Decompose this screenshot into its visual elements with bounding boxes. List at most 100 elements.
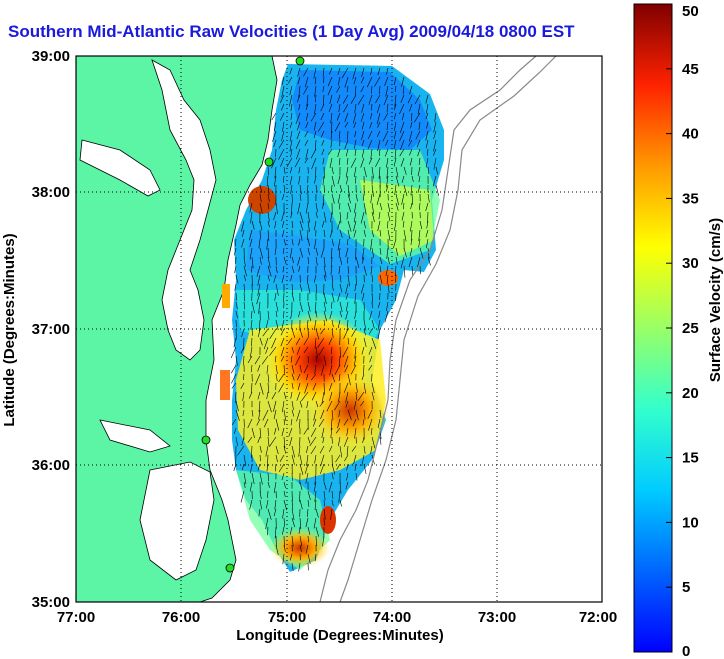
velocity-arrow: [311, 373, 317, 381]
velocity-arrow: [331, 283, 334, 291]
velocity-arrow: [251, 265, 253, 273]
velocity-arrow: [427, 193, 430, 203]
velocity-arrow: [243, 283, 246, 293]
velocity-arrow: [345, 292, 349, 300]
velocity-arrow: [331, 463, 336, 475]
velocity-arrow: [371, 319, 375, 329]
velocity-arrow: [368, 94, 373, 105]
river-inlet: [99, 419, 171, 453]
velocity-arrow: [315, 400, 319, 408]
velocity-arrow: [267, 400, 272, 413]
velocity-arrow: [371, 292, 373, 303]
velocity-arrow: [346, 472, 349, 481]
velocity-arrow: [321, 391, 325, 404]
velocity-arrow: [304, 382, 309, 394]
velocity-arrow: [401, 76, 405, 87]
velocity-arrow: [354, 319, 357, 327]
velocity-arrow: [275, 301, 279, 312]
velocity-arrow: [366, 76, 373, 88]
velocity-arrow: [369, 121, 373, 129]
velocity-arrow: [386, 157, 389, 168]
y-tick-label: 36:00: [32, 457, 70, 474]
velocity-arrow: [240, 346, 245, 354]
velocity-arrow: [347, 193, 351, 204]
velocity-arrow: [330, 427, 333, 438]
velocity-arrow: [331, 328, 334, 338]
velocity-arrow: [283, 391, 287, 400]
velocity-arrow: [371, 274, 373, 283]
velocity-arrow: [369, 310, 373, 320]
velocity-arrow: [274, 526, 277, 539]
velocity-arrow: [426, 121, 429, 129]
velocity-arrow: [306, 184, 309, 195]
velocity-arrow: [339, 445, 343, 458]
velocity-arrow: [259, 337, 263, 346]
velocity-arrow: [281, 319, 285, 331]
velocity-arrow: [280, 157, 285, 167]
velocity-arrow: [400, 139, 405, 151]
velocity-arrow: [339, 499, 342, 507]
velocity-arrow: [299, 229, 303, 241]
velocity-arrow: [338, 490, 341, 503]
velocity-arrow: [297, 121, 301, 131]
velocity-arrow: [386, 103, 389, 113]
velocity-arrow: [315, 139, 317, 151]
velocity-arrow: [362, 193, 365, 201]
velocity-arrow: [360, 400, 365, 407]
velocity-arrow: [313, 418, 317, 427]
velocity-arrow: [336, 463, 341, 470]
velocity-arrow: [377, 121, 381, 128]
velocity-arrow: [267, 193, 270, 202]
velocity-arrow: [307, 229, 309, 241]
velocity-arrow: [299, 184, 302, 195]
velocity-arrow: [337, 193, 341, 204]
velocity-arrow: [272, 130, 277, 142]
velocity-arrow: [394, 265, 397, 277]
velocity-arrow: [251, 445, 253, 458]
velocity-arrow: [417, 184, 421, 193]
velocity-arrow: [297, 67, 301, 77]
velocity-arrow: [307, 526, 311, 535]
velocity-arrow: [338, 247, 341, 258]
velocity-arrow: [281, 211, 285, 222]
velocity-arrow: [290, 184, 293, 194]
estuary-channel: [79, 139, 161, 197]
radar-station-marker: [295, 56, 305, 66]
velocity-arrow: [267, 184, 270, 195]
velocity-arrow: [314, 337, 317, 349]
velocity-arrow: [393, 238, 397, 249]
velocity-arrow: [307, 328, 309, 338]
velocity-arrow: [251, 301, 255, 314]
velocity-arrow: [267, 274, 270, 281]
velocity-arrow: [427, 256, 431, 266]
velocity-arrow: [295, 337, 301, 345]
velocity-arrow: [346, 157, 349, 165]
velocity-arrow: [262, 409, 269, 421]
velocity-arrow: [387, 283, 390, 294]
velocity-arrow: [337, 238, 341, 251]
velocity-arrow: [243, 472, 247, 485]
velocity-arrow: [326, 400, 333, 412]
velocity-arrow: [313, 67, 317, 79]
velocity-arrow: [275, 364, 278, 374]
velocity-arrow: [411, 211, 413, 219]
velocity-arrow: [256, 265, 261, 277]
velocity-arrow: [370, 67, 373, 75]
velocity-arrow: [407, 94, 413, 104]
velocity-arrow: [275, 319, 279, 331]
velocity-arrow: [403, 229, 407, 242]
velocity-arrow: [243, 373, 245, 381]
chesapeake-bay: [151, 59, 217, 361]
velocity-arrow: [327, 85, 333, 96]
velocity-arrow: [330, 211, 333, 223]
velocity-arrow: [361, 130, 365, 140]
velocity-arrow: [350, 157, 357, 168]
velocity-arrow: [242, 409, 245, 417]
velocity-arrow: [331, 301, 333, 309]
velocity-arrow: [298, 175, 301, 185]
velocity-arrow: [342, 94, 349, 104]
velocity-arrow: [289, 436, 293, 447]
velocity-arrow: [338, 391, 341, 402]
velocity-arrow: [384, 76, 389, 86]
velocity-arrow: [310, 148, 317, 159]
